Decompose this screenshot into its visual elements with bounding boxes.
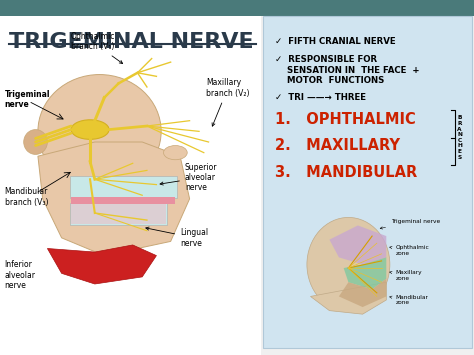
Text: Maxillary
branch (V₂): Maxillary branch (V₂) — [206, 78, 250, 126]
FancyBboxPatch shape — [0, 16, 261, 355]
Text: ✓  TRI ——→ THREE: ✓ TRI ——→ THREE — [275, 93, 366, 102]
Text: 2.   MAXILLARY: 2. MAXILLARY — [275, 138, 400, 153]
Polygon shape — [71, 204, 166, 224]
FancyBboxPatch shape — [0, 0, 474, 16]
Text: Mandibular
branch (V₃): Mandibular branch (V₃) — [5, 187, 48, 207]
Polygon shape — [47, 245, 156, 284]
Text: TRIGEMINAL NERVE: TRIGEMINAL NERVE — [9, 32, 254, 52]
Ellipse shape — [24, 130, 47, 154]
FancyBboxPatch shape — [70, 203, 167, 225]
Text: Inferior
alveolar
nerve: Inferior alveolar nerve — [5, 260, 36, 290]
Polygon shape — [339, 279, 386, 307]
Text: ✓  FIFTH CRANIAL NERVE: ✓ FIFTH CRANIAL NERVE — [275, 37, 395, 46]
Polygon shape — [310, 282, 386, 314]
FancyBboxPatch shape — [70, 176, 177, 198]
Text: Lingual
nerve: Lingual nerve — [146, 227, 208, 247]
Ellipse shape — [164, 146, 187, 160]
Text: Mandibular
zone: Mandibular zone — [390, 295, 428, 305]
Polygon shape — [38, 142, 190, 256]
Text: ✓  RESPONSIBLE FOR: ✓ RESPONSIBLE FOR — [275, 55, 377, 64]
FancyBboxPatch shape — [263, 16, 472, 348]
Polygon shape — [71, 197, 175, 204]
Text: Trigeminal nerve: Trigeminal nerve — [380, 219, 440, 229]
Polygon shape — [344, 257, 386, 289]
Text: 3.   MANDIBULAR: 3. MANDIBULAR — [275, 165, 417, 180]
Text: Superior
alveolar
nerve: Superior alveolar nerve — [160, 163, 218, 192]
Polygon shape — [329, 225, 386, 264]
Text: Trigeminal
nerve: Trigeminal nerve — [5, 90, 50, 109]
Text: Ophthalmic
zone: Ophthalmic zone — [390, 245, 429, 256]
Text: Ophthalmic
branch (V₁): Ophthalmic branch (V₁) — [70, 32, 123, 64]
Ellipse shape — [71, 120, 109, 139]
Text: SENSATION IN  THE FACE  +: SENSATION IN THE FACE + — [275, 66, 419, 75]
Text: B
R
A
N
C
H
E
S: B R A N C H E S — [457, 115, 462, 160]
Text: 1.   OPHTHALMIC: 1. OPHTHALMIC — [275, 112, 416, 127]
Ellipse shape — [307, 217, 390, 312]
Text: MOTOR  FUNCTIONS: MOTOR FUNCTIONS — [275, 76, 384, 85]
Text: Maxillary
zone: Maxillary zone — [390, 270, 422, 280]
Ellipse shape — [38, 75, 161, 188]
